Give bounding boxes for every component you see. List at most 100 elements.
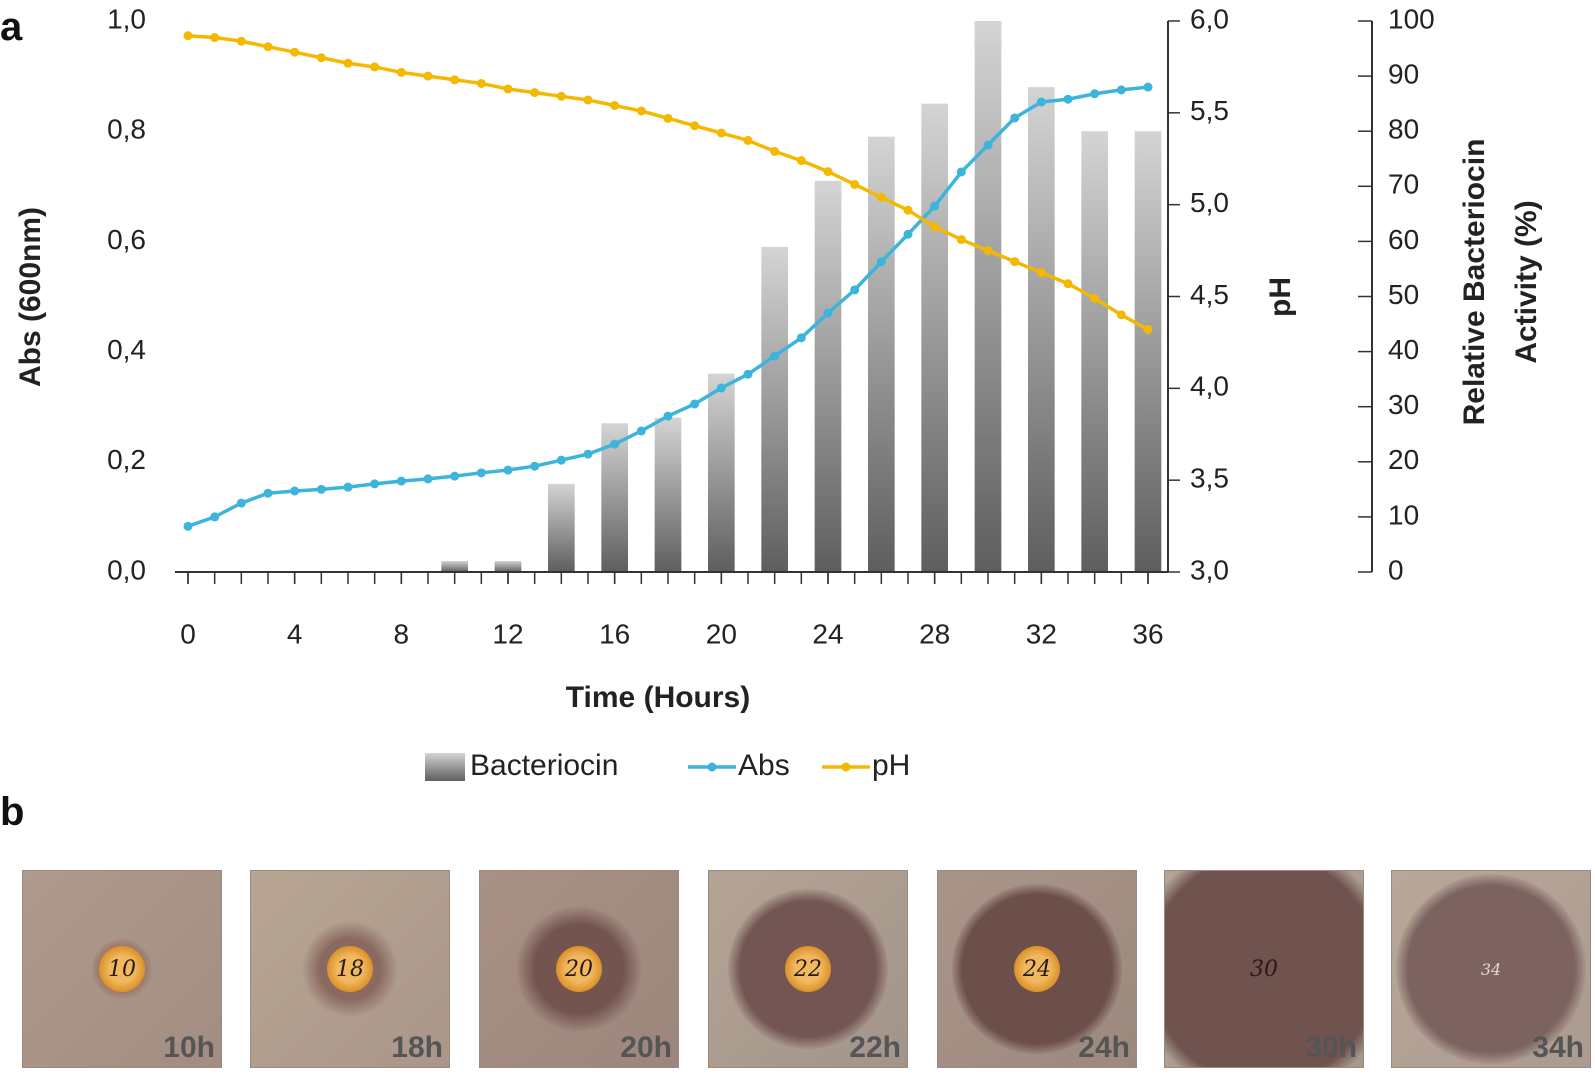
y-tick-label: 1,0 bbox=[107, 3, 146, 34]
point bbox=[210, 33, 220, 43]
point bbox=[1116, 85, 1126, 95]
bar bbox=[1134, 131, 1162, 572]
plate-photo: 34 34h bbox=[1391, 870, 1591, 1068]
point bbox=[716, 128, 726, 138]
plate-marking: 30 bbox=[1250, 956, 1278, 982]
x-tick-label: 36 bbox=[1132, 618, 1163, 649]
point bbox=[583, 95, 593, 105]
plate-photo: 18 18h bbox=[250, 870, 450, 1068]
series-line bbox=[187, 33, 1149, 332]
point bbox=[396, 67, 406, 77]
bar bbox=[974, 21, 1002, 572]
point bbox=[556, 91, 566, 101]
photo-label: 22h bbox=[849, 1031, 901, 1064]
point bbox=[1143, 82, 1153, 92]
point bbox=[930, 222, 940, 232]
x-tick-label: 4 bbox=[287, 618, 303, 649]
point bbox=[1143, 325, 1153, 335]
y3-tick-label: 10 bbox=[1388, 499, 1419, 530]
point bbox=[956, 235, 966, 245]
point bbox=[610, 100, 620, 110]
plate-marking: 18 bbox=[336, 956, 364, 982]
y3-axis-title: Activity (%) bbox=[1510, 200, 1543, 363]
point bbox=[796, 333, 806, 343]
y-tick-label: 0,4 bbox=[107, 334, 146, 365]
photo-label: 34h bbox=[1532, 1031, 1584, 1064]
y2-tick-label: 5,5 bbox=[1190, 95, 1229, 126]
photo-label: 10h bbox=[163, 1031, 215, 1064]
point bbox=[236, 36, 246, 46]
x-tick-label: 16 bbox=[599, 618, 630, 649]
plate-photo: 30 30h bbox=[1164, 870, 1364, 1068]
point bbox=[450, 75, 460, 85]
bar bbox=[654, 417, 682, 572]
y-tick-label: 0,0 bbox=[107, 554, 146, 585]
point bbox=[210, 512, 220, 522]
point bbox=[876, 257, 886, 267]
panel-label: b bbox=[0, 790, 25, 834]
point bbox=[743, 135, 753, 145]
y2-axis-title: pH bbox=[1264, 277, 1297, 317]
x-tick-label: 8 bbox=[394, 618, 410, 649]
point bbox=[770, 351, 780, 361]
point bbox=[423, 71, 433, 81]
photo-label: 18h bbox=[391, 1031, 443, 1064]
disk: 22 bbox=[785, 946, 831, 992]
disk: 30 bbox=[1241, 946, 1287, 992]
point bbox=[850, 285, 860, 295]
legend-swatch bbox=[425, 753, 465, 781]
point bbox=[530, 461, 540, 471]
point bbox=[396, 476, 406, 486]
point bbox=[370, 479, 380, 489]
point bbox=[690, 121, 700, 131]
y3-tick-label: 60 bbox=[1388, 224, 1419, 255]
disk: 24 bbox=[1014, 946, 1060, 992]
y-tick-label: 0,2 bbox=[107, 444, 146, 475]
x-tick-label: 24 bbox=[812, 618, 843, 649]
point bbox=[583, 449, 593, 459]
point bbox=[930, 201, 940, 211]
point bbox=[983, 246, 993, 256]
x-tick-label: 28 bbox=[919, 618, 950, 649]
y2-tick-label: 5,0 bbox=[1190, 187, 1229, 218]
legend-label: Bacteriocin bbox=[470, 749, 618, 782]
point bbox=[423, 474, 433, 484]
y3-tick-label: 100 bbox=[1388, 3, 1435, 34]
y-axis-title: Abs (600nm) bbox=[14, 207, 47, 387]
point bbox=[316, 53, 326, 63]
point bbox=[903, 205, 913, 215]
point bbox=[503, 84, 513, 94]
point bbox=[370, 62, 380, 72]
point bbox=[956, 167, 966, 177]
inhibition-zone bbox=[1165, 871, 1363, 1067]
point bbox=[503, 465, 513, 475]
point bbox=[343, 482, 353, 492]
bar bbox=[1028, 87, 1055, 573]
bar bbox=[441, 560, 468, 572]
photo-label: 20h bbox=[620, 1031, 672, 1064]
photo-label: 24h bbox=[1078, 1031, 1130, 1064]
point bbox=[796, 156, 806, 166]
point bbox=[1063, 94, 1073, 104]
point bbox=[476, 468, 486, 478]
point bbox=[316, 484, 326, 494]
point bbox=[850, 179, 860, 189]
bar bbox=[814, 180, 842, 573]
point bbox=[1036, 97, 1046, 107]
plate-marking: 10 bbox=[108, 956, 136, 982]
y3-tick-label: 70 bbox=[1388, 169, 1419, 200]
point bbox=[636, 106, 646, 116]
point bbox=[876, 192, 886, 202]
y3-axis-title: Relative Bacteriocin bbox=[1458, 139, 1491, 426]
photo-label: 30h bbox=[1305, 1031, 1357, 1064]
point bbox=[343, 58, 353, 68]
plate-photo: 20 20h bbox=[479, 870, 679, 1068]
bar bbox=[1081, 131, 1108, 572]
point bbox=[1010, 113, 1020, 123]
y-tick-label: 0,8 bbox=[107, 114, 146, 145]
x-tick-label: 20 bbox=[706, 618, 737, 649]
point bbox=[663, 411, 673, 421]
point bbox=[183, 31, 193, 41]
plate-photo: 10 10h bbox=[22, 870, 222, 1068]
